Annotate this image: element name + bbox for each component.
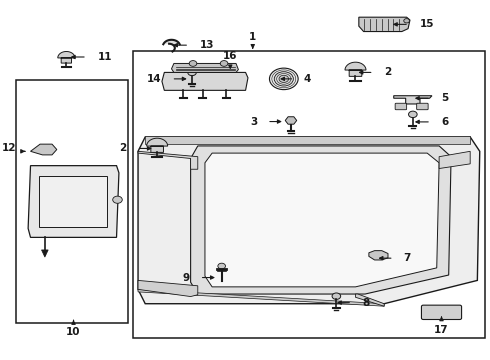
Polygon shape	[30, 144, 57, 155]
Text: 8: 8	[362, 298, 369, 308]
Polygon shape	[345, 62, 366, 76]
Text: 2: 2	[120, 143, 126, 153]
Text: 11: 11	[98, 52, 112, 62]
FancyBboxPatch shape	[421, 305, 462, 319]
Polygon shape	[285, 117, 297, 124]
Text: 12: 12	[1, 143, 16, 153]
Text: 2: 2	[384, 67, 391, 77]
Polygon shape	[145, 136, 470, 144]
Text: 9: 9	[183, 273, 190, 283]
Circle shape	[279, 75, 289, 82]
Text: 6: 6	[441, 117, 449, 127]
Circle shape	[189, 60, 197, 66]
Polygon shape	[439, 151, 470, 168]
Polygon shape	[147, 138, 168, 152]
Circle shape	[218, 263, 225, 269]
Polygon shape	[138, 151, 198, 169]
Circle shape	[220, 60, 228, 66]
Polygon shape	[42, 250, 48, 257]
FancyBboxPatch shape	[395, 103, 407, 110]
Circle shape	[404, 19, 410, 23]
Polygon shape	[163, 40, 180, 51]
Text: 1: 1	[249, 32, 256, 42]
Text: 17: 17	[434, 324, 449, 334]
Circle shape	[332, 293, 341, 300]
Text: 14: 14	[147, 74, 162, 84]
Polygon shape	[191, 146, 451, 294]
Polygon shape	[138, 289, 384, 306]
Circle shape	[113, 196, 122, 203]
Polygon shape	[58, 51, 75, 63]
Circle shape	[409, 111, 417, 118]
Polygon shape	[138, 280, 198, 297]
Circle shape	[188, 69, 196, 76]
Polygon shape	[394, 96, 432, 104]
Text: 7: 7	[404, 253, 411, 263]
Polygon shape	[359, 17, 410, 32]
Text: 15: 15	[419, 19, 434, 30]
Circle shape	[274, 72, 294, 86]
Circle shape	[270, 68, 298, 90]
Polygon shape	[355, 294, 384, 306]
Polygon shape	[369, 251, 388, 260]
FancyBboxPatch shape	[416, 103, 428, 110]
Text: 4: 4	[304, 74, 311, 84]
Text: 5: 5	[441, 93, 449, 103]
Polygon shape	[39, 176, 107, 226]
Text: 3: 3	[250, 117, 257, 127]
Polygon shape	[138, 137, 480, 304]
Polygon shape	[28, 166, 119, 237]
Text: 10: 10	[66, 327, 81, 337]
Polygon shape	[205, 153, 439, 287]
Polygon shape	[172, 63, 239, 72]
Text: 13: 13	[200, 40, 214, 50]
Polygon shape	[162, 72, 248, 90]
Text: 16: 16	[223, 51, 238, 61]
